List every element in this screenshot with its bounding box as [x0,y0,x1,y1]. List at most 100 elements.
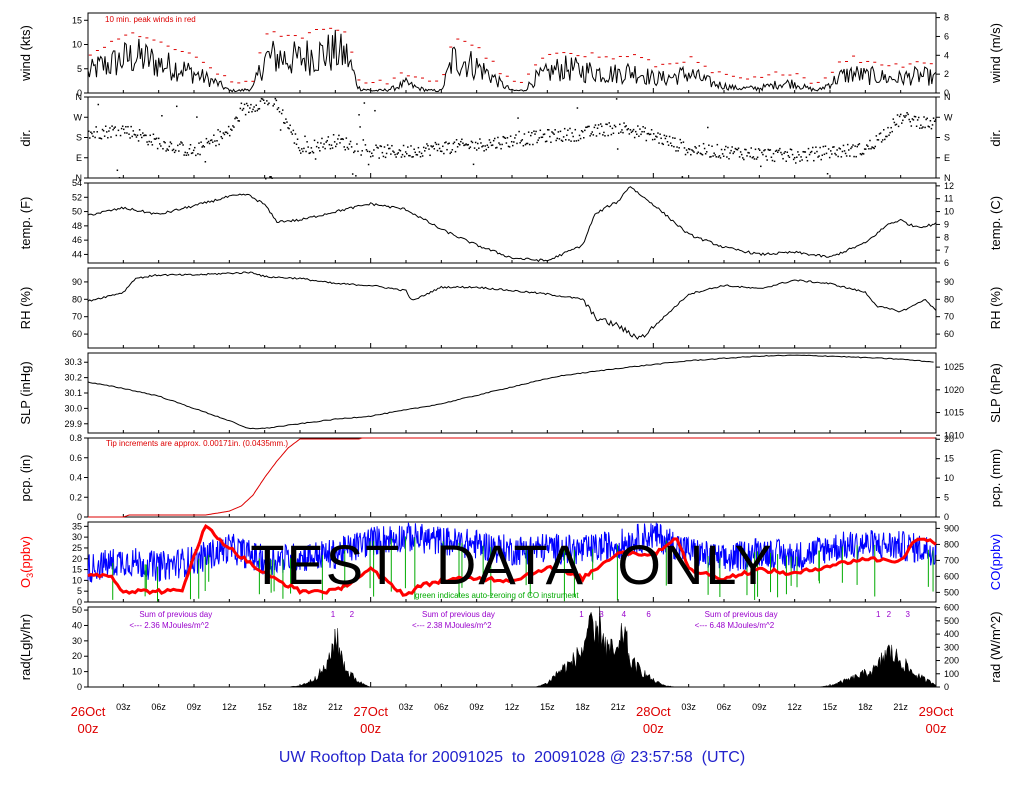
dir-point [748,152,750,154]
dir-point [205,137,208,140]
dir-point [596,127,599,130]
temp-right-tick-label: 6 [944,258,949,268]
dir-point [625,125,627,127]
dir-point [859,153,862,155]
dir-point [786,151,789,154]
pcp-right-tick-label: 20 [944,434,954,444]
dir-point [695,147,697,149]
dir-point [175,105,178,108]
dir-point [425,147,427,149]
dir-point [642,125,644,128]
dir-point [854,145,856,147]
dir-point [527,131,530,133]
dir-point [125,125,127,128]
dir-point [690,153,692,156]
dir-point [397,152,400,154]
dir-point [269,176,271,178]
dir-point [414,151,416,154]
dir-point [280,112,283,115]
chem-left-tick-label: 15 [72,565,82,575]
footer-start-date: 20091025 [431,749,503,766]
dir-point [832,146,834,148]
dir-point [531,132,533,134]
dir-point [362,139,365,141]
dir-point [480,142,482,144]
rad-day-sum-value: <--- 6.48 MJoules/m^2 [695,621,775,630]
dir-point [457,142,460,145]
dir-point [699,152,702,155]
dir-point [195,154,197,157]
dir-point [156,147,159,150]
rad-peak-number: 6 [646,610,651,619]
dir-point [539,129,542,132]
rad-peak-number: 2 [350,610,355,619]
dir-point [265,177,267,180]
dir-point [420,152,423,155]
dir-point [130,125,132,128]
dir-point [426,143,428,145]
pcp-right-tick-label: 5 [944,493,949,503]
dir-point [733,151,736,153]
time-hour-label: 12z [787,702,802,712]
dir-point [717,156,720,158]
dir-point [314,158,317,160]
dir-point [554,129,556,131]
dir-point [485,148,487,151]
dir-point [174,149,177,152]
dir-point [621,129,623,131]
dir-point [893,121,896,124]
dir-point [536,141,538,144]
time-day-label: 26Oct [71,704,106,719]
dir-point [350,146,353,148]
dir-point [112,128,114,131]
dir-point [201,146,203,148]
dir-point [263,102,266,104]
dir-point [351,173,354,175]
dir-point [754,148,757,151]
dir-point [680,141,683,144]
rad-peak-number: 1 [331,610,336,619]
dir-point [491,144,494,146]
rh-left-tick-label: 70 [72,312,82,322]
time-hour-label: 21z [328,702,343,712]
dir-point [639,128,641,130]
dir-point [816,150,818,153]
dir-point [203,146,206,148]
dir-point [879,132,882,134]
dir-point [789,148,792,150]
temp-panel-frame [87,182,937,264]
dir-point [758,149,761,151]
dir-point [357,150,359,153]
dir-point [92,135,94,138]
dir-point [404,151,407,153]
dir-point [764,149,766,151]
chem-right-tick-label: 800 [944,539,959,549]
dir-point [640,133,642,136]
time-hour-label: 18z [575,702,590,712]
dir-point [520,140,522,142]
dir-point [489,141,492,144]
slp-left-tick-label: 29.9 [64,419,82,429]
dir-point [608,122,610,124]
pcp-right-tick-label: 0 [944,512,949,522]
footer-end-date: 20091028 [534,749,606,766]
dir-point [654,138,656,141]
dir-point [245,102,248,105]
dir-point [562,136,565,138]
dir-point [914,115,917,118]
dir-point [687,148,690,150]
dir-point [305,150,307,153]
dir-point [443,152,445,155]
dir-point [216,140,218,142]
dir-point [915,125,918,128]
dir-point [275,99,278,102]
dir-point [806,159,809,162]
dir-point [906,112,908,114]
slp-right-tick-label: 1025 [944,362,964,372]
dir-point [845,155,848,157]
dir-point [436,149,439,152]
dir-point [129,137,131,139]
dir-point [296,138,299,140]
dir-point [150,141,153,143]
dir-point [558,138,561,140]
